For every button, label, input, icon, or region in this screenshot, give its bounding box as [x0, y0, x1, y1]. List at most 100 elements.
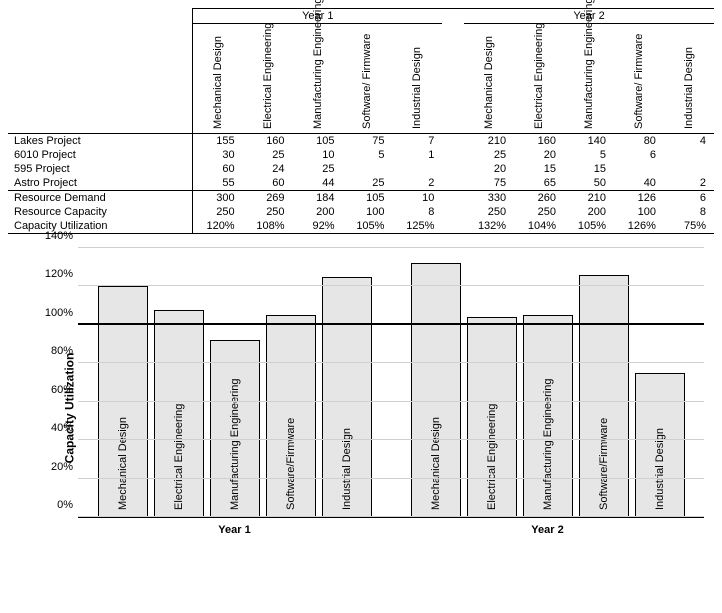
row-label: Lakes Project	[8, 134, 193, 149]
gridline	[78, 478, 704, 479]
cell: 260	[514, 191, 564, 206]
cell: 200	[564, 205, 614, 219]
cell: 105%	[343, 219, 393, 234]
y-tick: 40%	[38, 422, 73, 434]
column-header: Mechanical Design	[464, 24, 514, 134]
gridline	[78, 516, 704, 517]
cell: 75%	[664, 219, 714, 234]
cell: 75	[343, 134, 393, 149]
bar-label: Manufacturing Engineering	[542, 379, 554, 510]
bar: Software/Firmware	[266, 315, 316, 517]
cell	[343, 162, 393, 176]
cell: 6	[664, 191, 714, 206]
cell: 65	[514, 176, 564, 191]
column-header: Electrical Engineering	[514, 24, 564, 134]
bar-label: Manufacturing Engineering	[229, 379, 241, 510]
cell: 60	[193, 162, 243, 176]
column-header: Mechanical Design	[193, 24, 243, 134]
cell: 8	[392, 205, 442, 219]
bar: Electrical Engineering	[154, 310, 204, 518]
cell: 126%	[614, 219, 664, 234]
cell: 184	[293, 191, 343, 206]
row-label: 595 Project	[8, 162, 193, 176]
cell: 140	[564, 134, 614, 149]
gridline	[78, 247, 704, 248]
x-group-label: Year 1	[78, 524, 391, 536]
cell: 100	[343, 205, 393, 219]
row-label: Resource Capacity	[8, 205, 193, 219]
cell	[664, 148, 714, 162]
bar-label: Mechanical Design	[117, 417, 129, 510]
x-group-label: Year 2	[391, 524, 704, 536]
cell: 80	[614, 134, 664, 149]
cell: 10	[293, 148, 343, 162]
cell: 210	[564, 191, 614, 206]
bar-label: Industrial Design	[341, 428, 353, 510]
row-label: Astro Project	[8, 176, 193, 191]
cell: 24	[243, 162, 293, 176]
cell: 25	[343, 176, 393, 191]
cell: 20	[514, 148, 564, 162]
y-tick: 60%	[38, 384, 73, 396]
cell: 250	[193, 205, 243, 219]
resource-table: Year 1 Year 2 Mechanical DesignElectrica…	[8, 8, 714, 234]
cell: 50	[564, 176, 614, 191]
utilization-chart: Capacity Utilization Mechanical DesignEl…	[8, 248, 714, 568]
cell: 330	[464, 191, 514, 206]
cell: 210	[464, 134, 514, 149]
cell: 25	[293, 162, 343, 176]
gridline	[78, 285, 704, 286]
row-label: Resource Demand	[8, 191, 193, 206]
cell: 155	[193, 134, 243, 149]
y-tick: 0%	[38, 499, 73, 511]
cell: 7	[392, 134, 442, 149]
y-tick: 100%	[38, 307, 73, 319]
bar: Industrial Design	[322, 277, 372, 517]
cell: 4	[664, 134, 714, 149]
cell: 269	[243, 191, 293, 206]
bar-label: Electrical Engineering	[486, 404, 498, 510]
cell: 5	[564, 148, 614, 162]
bar: Electrical Engineering	[467, 317, 517, 517]
cell: 40	[614, 176, 664, 191]
cell: 1	[392, 148, 442, 162]
cell: 160	[514, 134, 564, 149]
bar: Mechanical Design	[98, 286, 148, 517]
column-header: Software/ Firmware	[614, 24, 664, 134]
column-header: Industrial Design	[392, 24, 442, 134]
column-header: Software/ Firmware	[343, 24, 393, 134]
column-header: Electrical Engineering	[243, 24, 293, 134]
column-header: Industrial Design	[664, 24, 714, 134]
cell: 25	[464, 148, 514, 162]
cell: 15	[514, 162, 564, 176]
bar: Mechanical Design	[411, 263, 461, 517]
cell: 10	[392, 191, 442, 206]
cell: 100	[614, 205, 664, 219]
cell	[392, 162, 442, 176]
cell: 8	[664, 205, 714, 219]
column-header: Manufacturing Engineering	[293, 24, 343, 134]
cell: 250	[464, 205, 514, 219]
cell: 132%	[464, 219, 514, 234]
cell: 104%	[514, 219, 564, 234]
cell: 120%	[193, 219, 243, 234]
bar-label: Industrial Design	[654, 428, 666, 510]
cell: 55	[193, 176, 243, 191]
cell: 105%	[564, 219, 614, 234]
bar: Software/Firmware	[579, 275, 629, 517]
cell	[664, 162, 714, 176]
y-tick: 20%	[38, 461, 73, 473]
bar-label: Software/Firmware	[285, 418, 297, 510]
cell: 44	[293, 176, 343, 191]
bar-label: Electrical Engineering	[173, 404, 185, 510]
gridline	[78, 362, 704, 363]
cell: 105	[343, 191, 393, 206]
cell: 125%	[392, 219, 442, 234]
cell: 200	[293, 205, 343, 219]
row-label: 6010 Project	[8, 148, 193, 162]
y-tick: 80%	[38, 345, 73, 357]
bar: Industrial Design	[635, 373, 685, 517]
cell: 160	[243, 134, 293, 149]
bar: Manufacturing Engineering	[210, 340, 260, 517]
cell: 105	[293, 134, 343, 149]
